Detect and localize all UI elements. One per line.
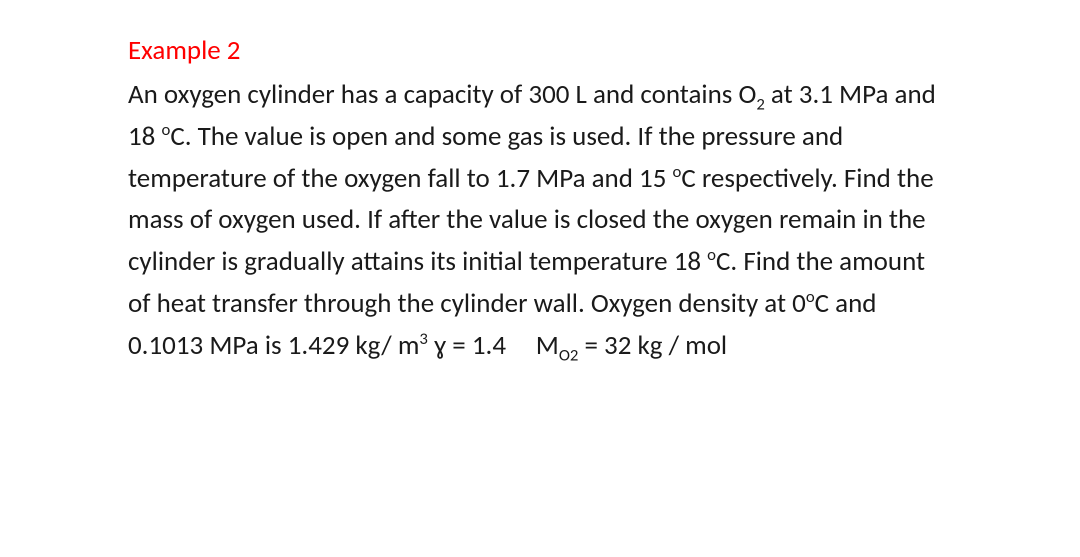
document-page: Example 2 An oxygen cylinder has a capac… <box>0 0 1080 397</box>
example-heading: Example 2 <box>128 30 1040 72</box>
example-body: An oxygen cylinder has a capacity of 300… <box>128 74 948 367</box>
